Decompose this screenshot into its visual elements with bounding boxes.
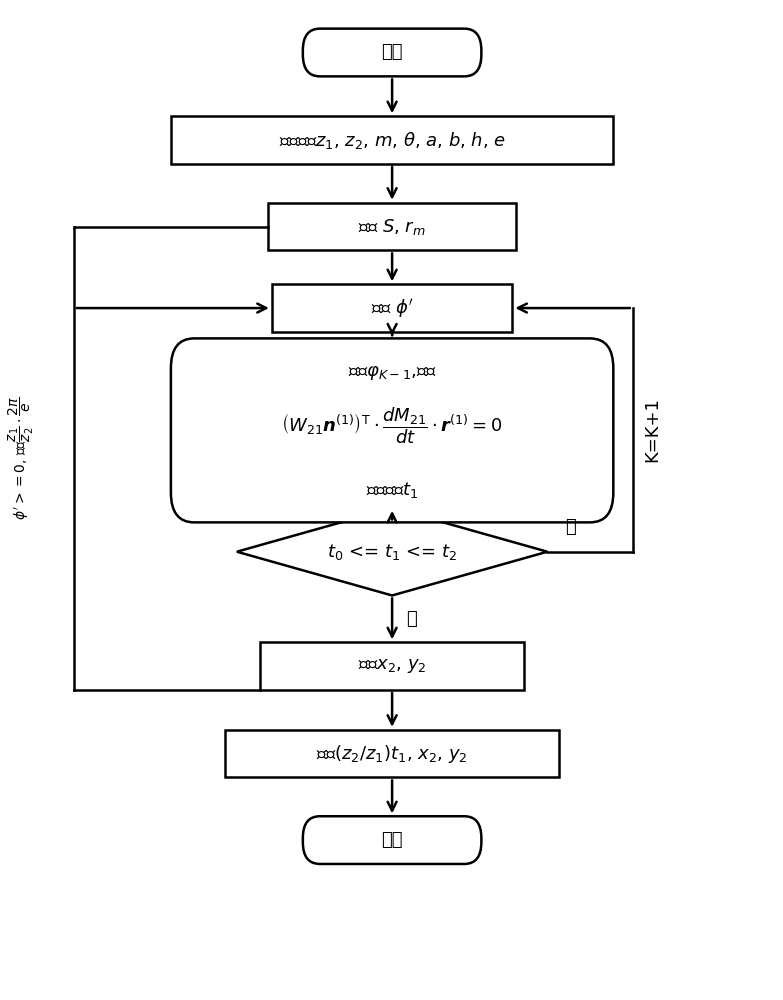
Text: 设定 $\phi'$: 设定 $\phi'$ [371,297,413,320]
FancyBboxPatch shape [171,116,613,164]
FancyBboxPatch shape [268,203,516,250]
Polygon shape [237,508,547,595]
FancyBboxPatch shape [303,816,482,864]
Text: $\left(W_{21}\boldsymbol{n}^{(1)}\right)^{\mathrm{T}}\cdot\dfrac{dM_{21}}{dt}\cd: $\left(W_{21}\boldsymbol{n}^{(1)}\right)… [281,405,503,446]
FancyBboxPatch shape [303,29,482,76]
Text: K=K+1: K=K+1 [643,397,661,462]
Text: 计算$x_2$, $y_2$: 计算$x_2$, $y_2$ [358,657,426,675]
FancyBboxPatch shape [171,338,613,522]
FancyBboxPatch shape [226,730,559,777]
Text: 否: 否 [565,518,576,536]
Text: 输出$(z_2/z_1)t_1$, $x_2$, $y_2$: 输出$(z_2/z_1)t_1$, $x_2$, $y_2$ [316,743,468,765]
Text: $t_0$ <= $t_1$ <= $t_2$: $t_0$ <= $t_1$ <= $t_2$ [327,542,457,562]
Text: $\phi'>=0$, 步长$\dfrac{z_1}{z_2}\cdot\dfrac{2\pi}{e}$: $\phi'>=0$, 步长$\dfrac{z_1}{z_2}\cdot\dfr… [6,396,36,520]
FancyBboxPatch shape [272,284,512,332]
Text: 计算$\varphi_{K-1}$,求式: 计算$\varphi_{K-1}$,求式 [348,364,436,382]
Text: 输入参数$z_1$, $z_2$, $m$, $\theta$, $a$, $b$, $h$, $e$: 输入参数$z_1$, $z_2$, $m$, $\theta$, $a$, $b… [279,130,506,151]
Text: 是: 是 [406,610,417,628]
Text: 开始: 开始 [381,43,403,62]
FancyBboxPatch shape [260,642,524,690]
Text: 结束: 结束 [381,831,403,849]
Text: 的近似根$t_1$: 的近似根$t_1$ [366,480,418,500]
Text: 计算 $S$, $r_m$: 计算 $S$, $r_m$ [358,217,426,237]
